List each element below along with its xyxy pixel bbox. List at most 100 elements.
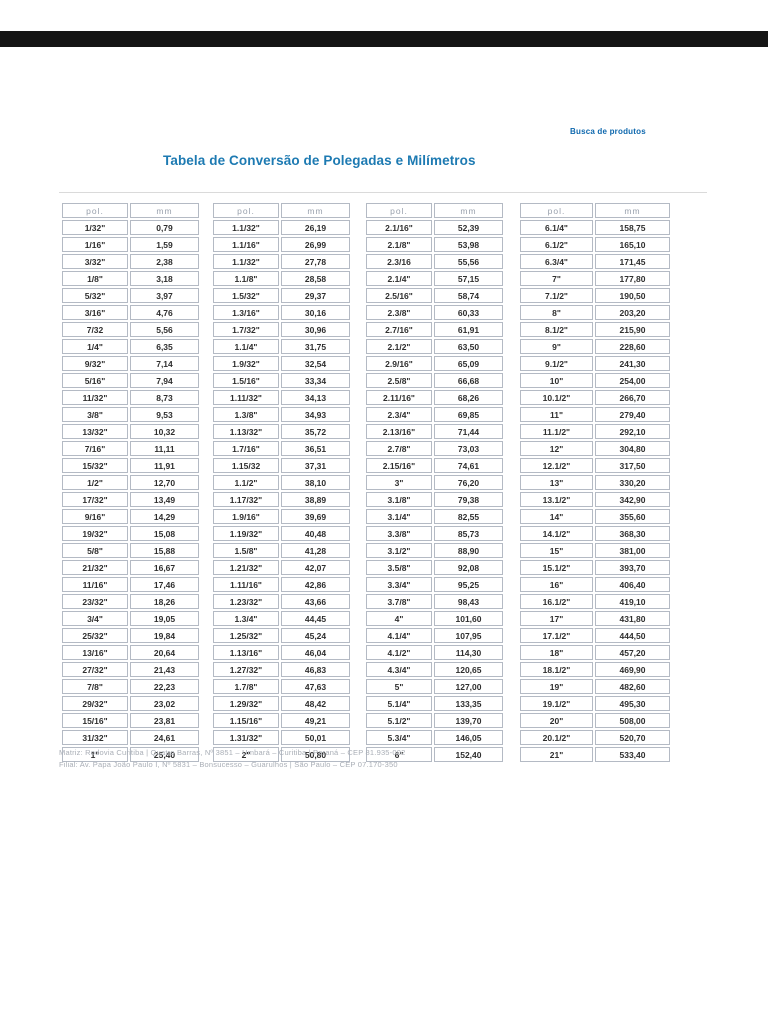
cell-inches: 7" — [520, 271, 593, 286]
cell-mm: 406,40 — [595, 577, 670, 592]
cell-inches: 2.5/8" — [366, 373, 432, 388]
cell-mm: 13,49 — [130, 492, 199, 507]
table-row: 11/32" 8,73 — [62, 390, 199, 405]
cell-inches: 19" — [520, 679, 593, 694]
table-row: 1.5/16" 33,34 — [213, 373, 350, 388]
cell-mm: 520,70 — [595, 730, 670, 745]
cell-inches: 3.3/4" — [366, 577, 432, 592]
cell-mm: 33,34 — [281, 373, 350, 388]
cell-inches: 13/32" — [62, 424, 128, 439]
table-header-row: pol. mm — [520, 203, 670, 218]
table-row: 4" 101,60 — [366, 611, 503, 626]
cell-inches: 1.1/4" — [213, 339, 279, 354]
table-row: 21" 533,40 — [520, 747, 670, 762]
cell-inches: 1.5/32" — [213, 288, 279, 303]
table-row: 1/2" 12,70 — [62, 475, 199, 490]
cell-mm: 4,76 — [130, 305, 199, 320]
table-row: 1.3/8" 34,93 — [213, 407, 350, 422]
cell-inches: 16" — [520, 577, 593, 592]
cell-mm: 65,09 — [434, 356, 503, 371]
cell-inches: 9/16" — [62, 509, 128, 524]
cell-mm: 63,50 — [434, 339, 503, 354]
cell-mm: 203,20 — [595, 305, 670, 320]
cell-mm: 3,18 — [130, 271, 199, 286]
cell-inches: 9" — [520, 339, 593, 354]
table-row: 1/8" 3,18 — [62, 271, 199, 286]
table-row: 31/32" 24,61 — [62, 730, 199, 745]
table-row: 16" 406,40 — [520, 577, 670, 592]
cell-mm: 139,70 — [434, 713, 503, 728]
cell-mm: 26,19 — [281, 220, 350, 235]
cell-mm: 92,08 — [434, 560, 503, 575]
table-header-row: pol. mm — [213, 203, 350, 218]
cell-inches: 12.1/2" — [520, 458, 593, 473]
cell-inches: 18" — [520, 645, 593, 660]
cell-mm: 30,96 — [281, 322, 350, 337]
cell-mm: 11,91 — [130, 458, 199, 473]
cell-mm: 34,13 — [281, 390, 350, 405]
cell-inches: 5.3/4" — [366, 730, 432, 745]
cell-inches: 5/32" — [62, 288, 128, 303]
cell-inches: 25/32" — [62, 628, 128, 643]
cell-inches: 1.1/2" — [213, 475, 279, 490]
cell-mm: 171,45 — [595, 254, 670, 269]
cell-mm: 146,05 — [434, 730, 503, 745]
cell-inches: 2.5/16" — [366, 288, 432, 303]
table-row: 14" 355,60 — [520, 509, 670, 524]
cell-mm: 342,90 — [595, 492, 670, 507]
search-products-link[interactable]: Busca de produtos — [570, 127, 646, 136]
cell-mm: 279,40 — [595, 407, 670, 422]
cell-mm: 71,44 — [434, 424, 503, 439]
cell-inches: 1.3/16" — [213, 305, 279, 320]
cell-mm: 40,48 — [281, 526, 350, 541]
cell-inches: 1.19/32" — [213, 526, 279, 541]
table-row: 14.1/2" 368,30 — [520, 526, 670, 541]
table-row: 7/32 5,56 — [62, 322, 199, 337]
table-row: 1.15/16" 49,21 — [213, 713, 350, 728]
cell-inches: 2.3/16 — [366, 254, 432, 269]
cell-mm: 68,26 — [434, 390, 503, 405]
cell-mm: 7,14 — [130, 356, 199, 371]
column-header-inches: pol. — [520, 203, 593, 218]
table-row: 1.29/32" 48,42 — [213, 696, 350, 711]
table-row: 9" 228,60 — [520, 339, 670, 354]
cell-mm: 26,99 — [281, 237, 350, 252]
cell-mm: 48,42 — [281, 696, 350, 711]
cell-mm: 355,60 — [595, 509, 670, 524]
table-row: 11" 279,40 — [520, 407, 670, 422]
cell-mm: 82,55 — [434, 509, 503, 524]
cell-inches: 6" — [366, 747, 432, 762]
table-row: 1.9/16" 39,69 — [213, 509, 350, 524]
footer-line-matriz: Matriz: Rodovia Curitiba | Quatro Barras… — [59, 748, 406, 757]
cell-inches: 12" — [520, 441, 593, 456]
cell-mm: 16,67 — [130, 560, 199, 575]
cell-mm: 52,39 — [434, 220, 503, 235]
cell-mm: 3,97 — [130, 288, 199, 303]
table-row: 1/4" 6,35 — [62, 339, 199, 354]
cell-mm: 95,25 — [434, 577, 503, 592]
cell-mm: 368,30 — [595, 526, 670, 541]
column-header-mm: mm — [434, 203, 503, 218]
table-row: 2.7/16" 61,91 — [366, 322, 503, 337]
cell-mm: 431,80 — [595, 611, 670, 626]
table-row: 13" 330,20 — [520, 475, 670, 490]
cell-mm: 317,50 — [595, 458, 670, 473]
cell-mm: 177,80 — [595, 271, 670, 286]
cell-inches: 1/16" — [62, 237, 128, 252]
table-row: 2.3/8" 60,33 — [366, 305, 503, 320]
table-row: 2" 50,80 — [213, 747, 350, 762]
cell-mm: 393,70 — [595, 560, 670, 575]
cell-mm: 15,08 — [130, 526, 199, 541]
table-row: 6.3/4" 171,45 — [520, 254, 670, 269]
cell-inches: 3.1/4" — [366, 509, 432, 524]
cell-mm: 88,90 — [434, 543, 503, 558]
cell-inches: 13" — [520, 475, 593, 490]
cell-mm: 46,04 — [281, 645, 350, 660]
cell-mm: 25,40 — [130, 747, 199, 762]
table-row: 15/16" 23,81 — [62, 713, 199, 728]
table-row: 1.7/8" 47,63 — [213, 679, 350, 694]
cell-inches: 2.7/8" — [366, 441, 432, 456]
cell-mm: 482,60 — [595, 679, 670, 694]
table-row: 16.1/2" 419,10 — [520, 594, 670, 609]
cell-inches: 10.1/2" — [520, 390, 593, 405]
